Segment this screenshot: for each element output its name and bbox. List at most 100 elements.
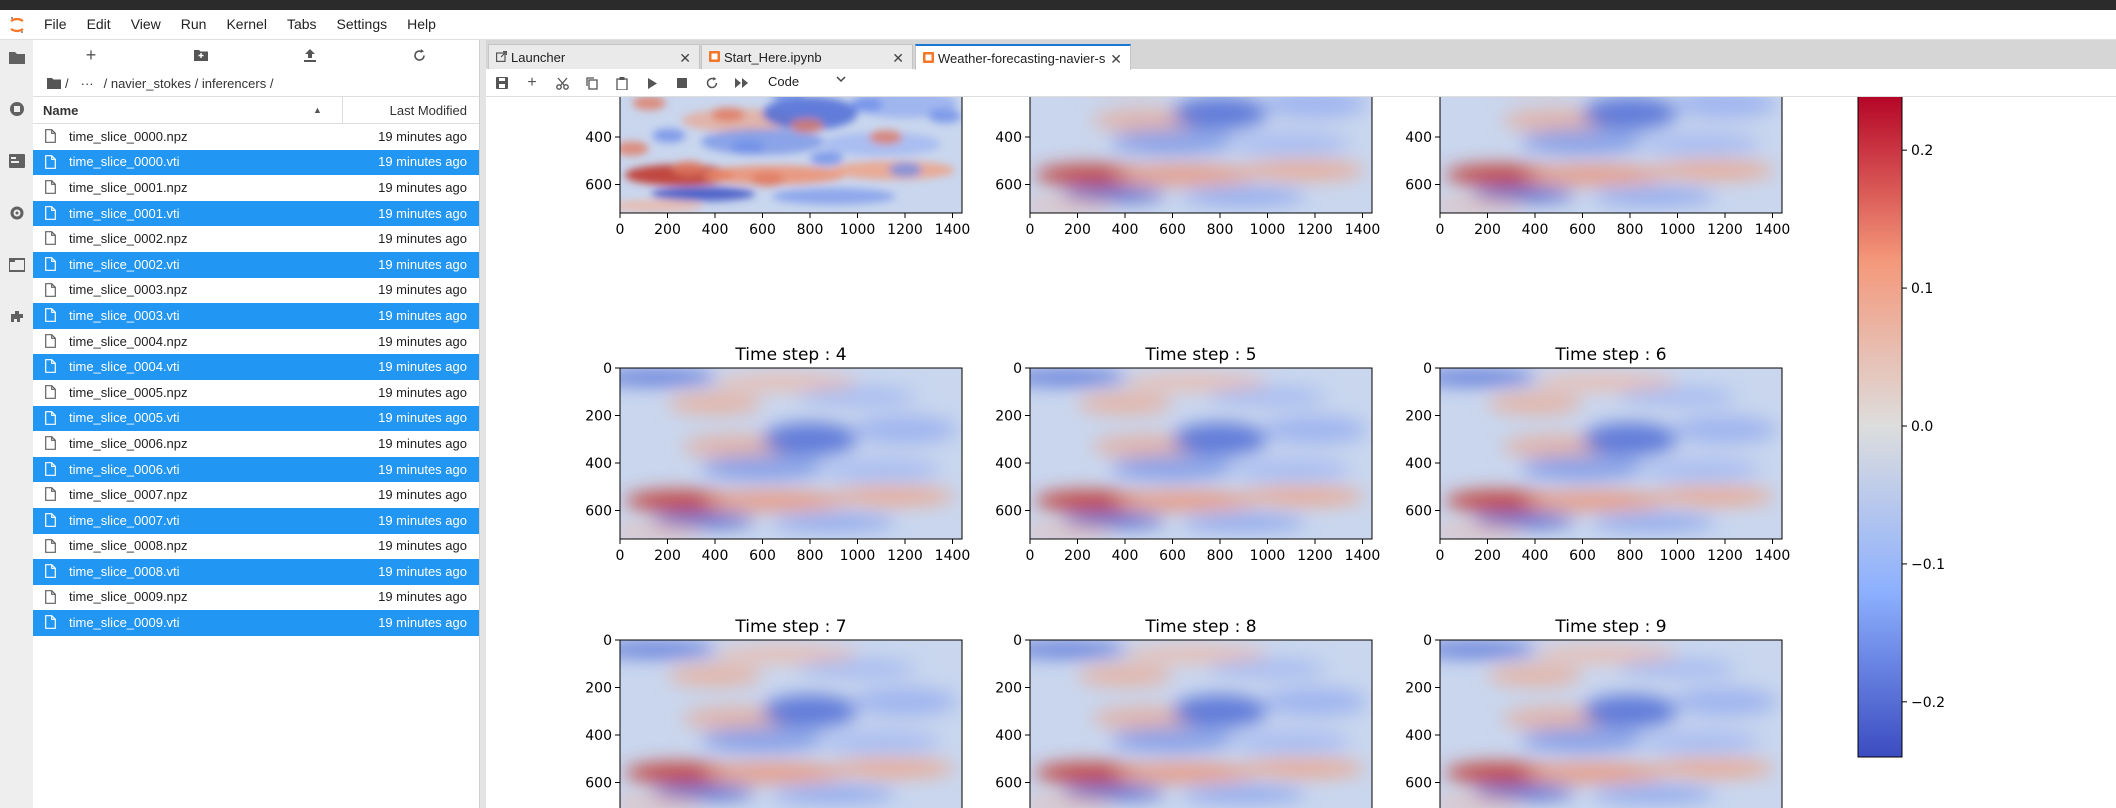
fast-forward-icon bbox=[735, 78, 748, 88]
x-tick-label: 1200 bbox=[1707, 548, 1743, 564]
file-list-item[interactable]: time_slice_0008.npz 19 minutes ago bbox=[33, 534, 479, 560]
file-list-item[interactable]: time_slice_0002.vti 19 minutes ago bbox=[33, 251, 479, 278]
heatmap-panel bbox=[615, 97, 963, 218]
file-list-item[interactable]: time_slice_0006.npz 19 minutes ago bbox=[33, 431, 479, 457]
x-tick-label: 200 bbox=[654, 222, 681, 238]
restart-button[interactable] bbox=[702, 73, 722, 93]
new-folder-button[interactable] bbox=[186, 40, 216, 70]
y-tick-label: 0 bbox=[603, 361, 612, 377]
cut-button[interactable] bbox=[552, 73, 572, 93]
y-tick-label: 200 bbox=[585, 681, 612, 697]
sort-ascending-icon: ▲ bbox=[313, 105, 322, 115]
file-list-item[interactable]: time_slice_0001.vti 19 minutes ago bbox=[33, 200, 479, 227]
tab-start-here[interactable]: Start_Here.ipynb ✕ bbox=[701, 44, 913, 69]
menu-help[interactable]: Help bbox=[407, 16, 436, 32]
file-list-item[interactable]: time_slice_0008.vti 19 minutes ago bbox=[33, 559, 479, 585]
menu-settings[interactable]: Settings bbox=[336, 16, 388, 32]
run-button[interactable] bbox=[642, 73, 662, 93]
file-list-item[interactable]: time_slice_0000.vti 19 minutes ago bbox=[33, 149, 479, 176]
menu-file[interactable]: File bbox=[44, 16, 67, 32]
save-button[interactable] bbox=[492, 73, 512, 93]
column-divider[interactable] bbox=[342, 97, 343, 123]
file-list-item[interactable]: time_slice_0009.vti 19 minutes ago bbox=[33, 610, 479, 636]
paste-button[interactable] bbox=[612, 73, 632, 93]
file-name: time_slice_0003.vti bbox=[69, 307, 180, 323]
breadcrumb-root[interactable]: / bbox=[65, 75, 69, 91]
file-list-item[interactable]: time_slice_0003.vti 19 minutes ago bbox=[33, 303, 479, 329]
file-name: time_slice_0004.vti bbox=[69, 359, 180, 375]
folder-icon[interactable] bbox=[47, 77, 61, 89]
file-list-item[interactable]: time_slice_0006.vti 19 minutes ago bbox=[33, 456, 479, 483]
commands-icon[interactable] bbox=[0, 144, 33, 177]
file-list-item[interactable]: time_slice_0009.npz 19 minutes ago bbox=[33, 585, 479, 611]
menu-tabs[interactable]: Tabs bbox=[286, 16, 317, 32]
x-tick-label: 800 bbox=[1207, 548, 1234, 564]
file-name: time_slice_0002.vti bbox=[69, 256, 180, 272]
file-list-item[interactable]: time_slice_0001.npz 19 minutes ago bbox=[33, 175, 479, 201]
x-tick-label: 1000 bbox=[1250, 222, 1286, 238]
copy-button[interactable] bbox=[582, 73, 602, 93]
new-launcher-button[interactable]: + bbox=[76, 40, 106, 70]
plus-icon: + bbox=[527, 74, 537, 91]
close-icon[interactable]: ✕ bbox=[679, 50, 691, 66]
file-list-item[interactable]: time_slice_0000.npz 19 minutes ago bbox=[33, 124, 479, 150]
file-list-item[interactable]: time_slice_0004.vti 19 minutes ago bbox=[33, 354, 479, 380]
menu-kernel[interactable]: Kernel bbox=[226, 16, 267, 32]
chevron-down-icon[interactable] bbox=[836, 76, 846, 83]
x-tick-label: 400 bbox=[1112, 548, 1139, 564]
file-modified: 19 minutes ago bbox=[378, 538, 467, 554]
file-list-item[interactable]: time_slice_0004.npz 19 minutes ago bbox=[33, 329, 479, 355]
file-modified: 19 minutes ago bbox=[378, 205, 467, 221]
x-tick-label: 1000 bbox=[840, 548, 876, 564]
file-icon bbox=[45, 461, 56, 476]
tab-weather-forecasting[interactable]: Weather-forecasting-navier-s ✕ bbox=[915, 44, 1131, 70]
folder-icon[interactable] bbox=[0, 40, 33, 73]
tab-launcher[interactable]: Launcher ✕ bbox=[488, 44, 700, 69]
x-tick-label: 400 bbox=[702, 222, 729, 238]
breadcrumb-path[interactable]: / navier_stokes / inferencers / bbox=[103, 75, 274, 91]
restart-run-all-button[interactable] bbox=[732, 73, 752, 93]
column-last-modified[interactable]: Last Modified bbox=[389, 102, 467, 118]
file-list-item[interactable]: time_slice_0005.vti 19 minutes ago bbox=[33, 405, 479, 432]
menu-run[interactable]: Run bbox=[180, 16, 207, 32]
jupyter-logo-icon bbox=[0, 10, 34, 39]
menu-view[interactable]: View bbox=[130, 16, 161, 32]
insert-cell-button[interactable]: + bbox=[522, 73, 542, 93]
file-icon bbox=[45, 589, 56, 604]
running-icon[interactable] bbox=[0, 92, 33, 125]
x-tick-label: 600 bbox=[749, 222, 776, 238]
heatmap-panel bbox=[1025, 367, 1373, 544]
extension-icon[interactable] bbox=[0, 300, 33, 333]
tabs-icon[interactable] bbox=[0, 248, 33, 281]
heatmap-panel bbox=[1025, 97, 1373, 218]
x-tick-label: 0 bbox=[1026, 222, 1035, 238]
breadcrumb-ellipsis[interactable]: ··· bbox=[80, 75, 94, 91]
file-name: time_slice_0005.npz bbox=[69, 384, 188, 400]
file-list-item[interactable]: time_slice_0002.npz 19 minutes ago bbox=[33, 226, 479, 252]
interrupt-button[interactable] bbox=[672, 73, 692, 93]
file-name: time_slice_0008.npz bbox=[69, 538, 188, 554]
file-list-item[interactable]: time_slice_0003.npz 19 minutes ago bbox=[33, 278, 479, 304]
cell-type-select[interactable]: Code bbox=[768, 74, 800, 89]
file-list-item[interactable]: time_slice_0005.npz 19 minutes ago bbox=[33, 380, 479, 406]
file-list-item[interactable]: time_slice_0007.npz 19 minutes ago bbox=[33, 482, 479, 508]
colorbar-tick-label: 0.0 bbox=[1911, 419, 1933, 435]
y-tick-label: 400 bbox=[1405, 728, 1432, 744]
upload-button[interactable] bbox=[295, 40, 325, 70]
y-tick-label: 400 bbox=[585, 456, 612, 472]
close-icon[interactable]: ✕ bbox=[892, 50, 904, 66]
y-tick-label: 600 bbox=[1405, 776, 1432, 792]
refresh-button[interactable] bbox=[404, 40, 434, 70]
x-tick-label: 400 bbox=[1522, 222, 1549, 238]
menu-edit[interactable]: Edit bbox=[86, 16, 111, 32]
y-tick-label: 200 bbox=[995, 97, 1022, 99]
close-icon[interactable]: ✕ bbox=[1110, 51, 1122, 67]
file-list-item[interactable]: time_slice_0007.vti 19 minutes ago bbox=[33, 507, 479, 534]
x-tick-label: 800 bbox=[1207, 222, 1234, 238]
y-tick-label: 600 bbox=[585, 504, 612, 520]
file-modified: 19 minutes ago bbox=[378, 384, 467, 400]
y-tick-label: 600 bbox=[995, 504, 1022, 520]
x-tick-label: 1200 bbox=[1707, 222, 1743, 238]
property-inspector-icon[interactable] bbox=[0, 196, 33, 229]
column-name[interactable]: Name bbox=[43, 102, 79, 118]
